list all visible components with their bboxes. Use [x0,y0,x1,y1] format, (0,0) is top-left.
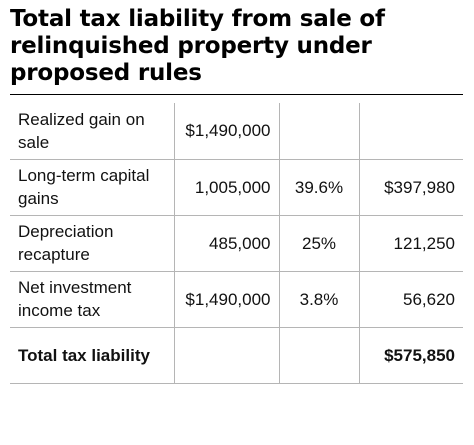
row-rate: 3.8% [278,270,360,328]
total-label: Total tax liability [10,326,175,384]
title-divider [10,94,463,95]
row-amount: 485,000 [173,214,280,272]
tax-table: Realized gain on sale $1,490,000 Long-te… [10,103,463,384]
table-row: Net investment income tax $1,490,000 3.8… [10,270,463,328]
row-tax: 56,620 [358,270,463,328]
row-label: Depreciation recapture [10,214,175,272]
row-tax: $397,980 [358,158,463,216]
table-row: Depreciation recapture 485,000 25% 121,2… [10,214,463,272]
row-tax: 121,250 [358,214,463,272]
table-row: Realized gain on sale $1,490,000 [10,103,463,160]
row-amount: $1,490,000 [173,270,280,328]
row-amount: $1,490,000 [173,103,280,160]
total-amount [173,326,280,384]
row-tax [358,103,463,160]
row-rate [278,103,360,160]
figure-title: Total tax liability from sale of relinqu… [10,6,385,86]
table-row: Long-term capital gains 1,005,000 39.6% … [10,158,463,216]
table-row-total: Total tax liability $575,850 [10,326,463,384]
total-rate [278,326,360,384]
row-label: Long-term capital gains [10,158,175,216]
row-rate: 39.6% [278,158,360,216]
row-amount: 1,005,000 [173,158,280,216]
row-label: Net investment income tax [10,270,175,328]
total-tax: $575,850 [358,326,463,384]
row-rate: 25% [278,214,360,272]
row-label: Realized gain on sale [10,103,175,160]
